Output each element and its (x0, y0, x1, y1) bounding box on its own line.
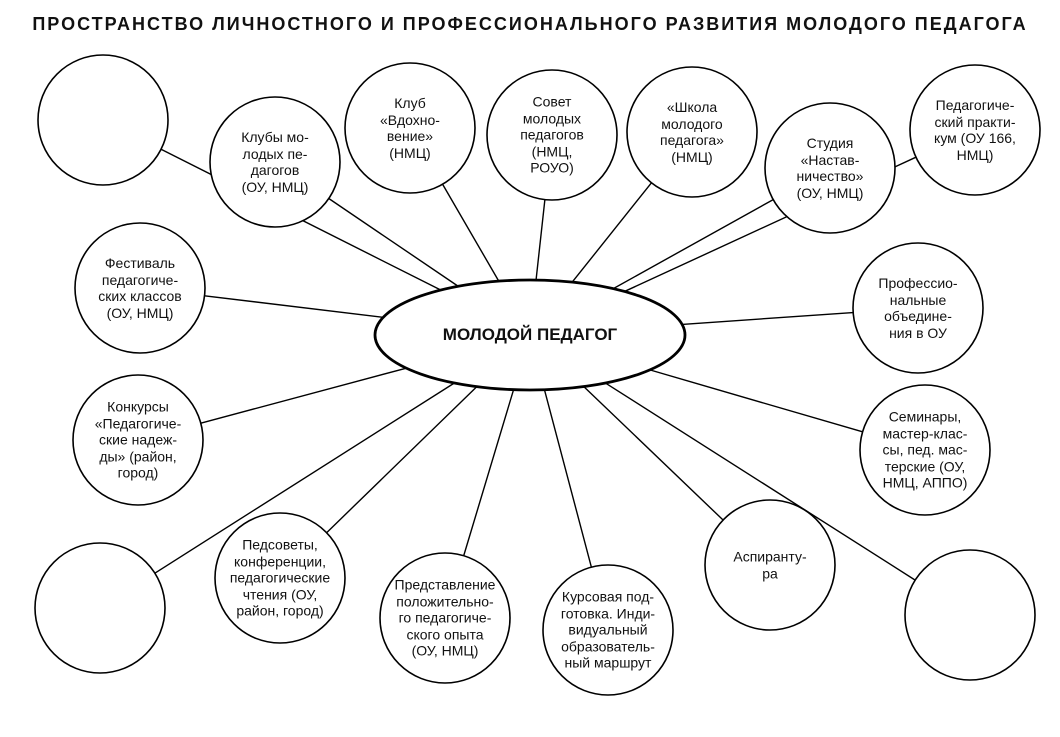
node-circle (75, 223, 205, 353)
connector-line (572, 183, 651, 282)
connector-line (329, 198, 458, 286)
connector-line (682, 313, 853, 325)
node-circle (380, 553, 510, 683)
node-circle (210, 97, 340, 227)
connector-line (464, 390, 514, 556)
node-circle (215, 513, 345, 643)
node-circle (910, 65, 1040, 195)
node-circle (73, 375, 203, 505)
node-circle (705, 500, 835, 630)
diagram-canvas: ПРОСТРАНСТВО ЛИЧНОСТНОГО И ПРОФЕССИОНАЛЬ… (0, 0, 1060, 737)
connector-line (544, 390, 591, 567)
connector-line (327, 387, 477, 533)
connector-line (536, 200, 545, 280)
connector-line (201, 368, 407, 423)
node-circle (905, 550, 1035, 680)
node-circle (487, 70, 617, 200)
connector-line (613, 200, 773, 289)
node-circle (35, 543, 165, 673)
connector-line (584, 387, 723, 520)
connector-line (205, 296, 384, 318)
node-circle (853, 243, 983, 373)
diagram-svg (0, 0, 1060, 737)
node-circle (38, 55, 168, 185)
node-circle (345, 63, 475, 193)
node-circle (627, 67, 757, 197)
node-circle (765, 103, 895, 233)
node-circle (543, 565, 673, 695)
node-circle (860, 385, 990, 515)
connector-line (650, 370, 863, 432)
central-ellipse (375, 280, 685, 390)
connector-line (443, 184, 499, 281)
